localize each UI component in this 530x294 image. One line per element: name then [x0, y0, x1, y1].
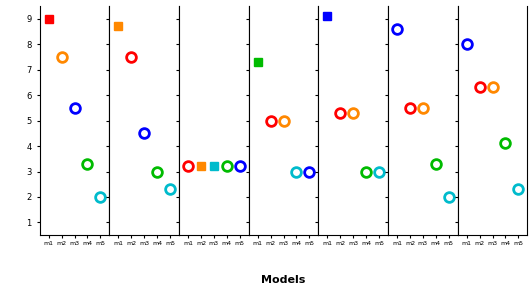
Text: Models: Models: [261, 275, 306, 285]
